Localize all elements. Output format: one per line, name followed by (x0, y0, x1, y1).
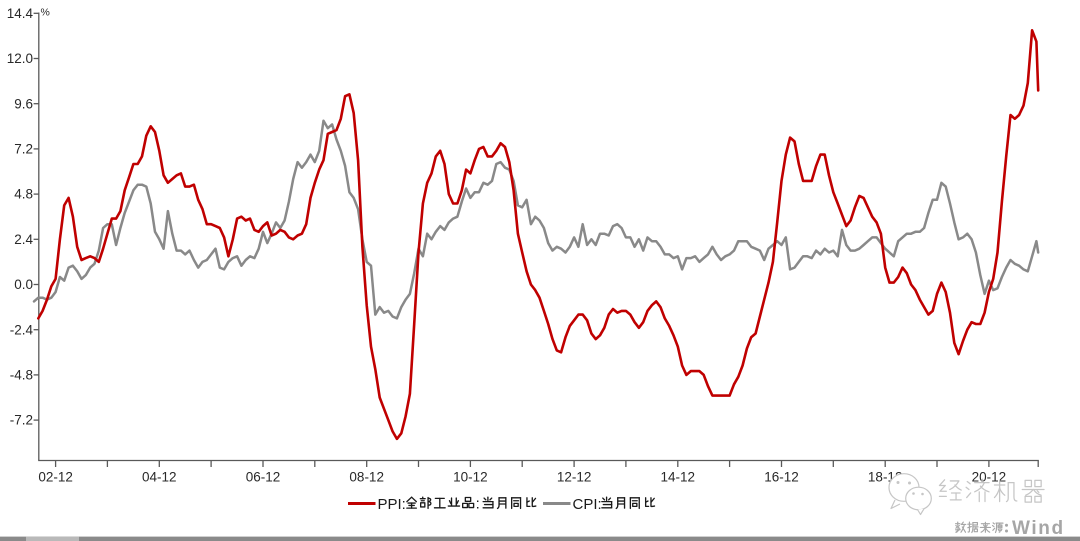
svg-text:4.8: 4.8 (14, 187, 33, 202)
svg-text:12.0: 12.0 (7, 51, 33, 66)
svg-text:06-12: 06-12 (246, 470, 281, 485)
svg-text:02-12: 02-12 (38, 470, 73, 485)
svg-text:%: % (41, 7, 50, 19)
svg-text:2.4: 2.4 (14, 232, 33, 247)
svg-text:12-12: 12-12 (557, 470, 592, 485)
svg-text:CPI:: CPI: (573, 496, 602, 513)
svg-text:14-12: 14-12 (661, 470, 696, 485)
svg-text:20-12: 20-12 (972, 470, 1007, 485)
svg-text:-2.4: -2.4 (10, 322, 34, 337)
svg-text::: : (476, 495, 480, 512)
svg-text:Wind: Wind (1012, 518, 1065, 539)
svg-text:16-12: 16-12 (764, 470, 799, 485)
svg-text:9.6: 9.6 (14, 96, 33, 111)
svg-text:-4.8: -4.8 (10, 368, 33, 383)
svg-text:PPI:: PPI: (378, 496, 406, 513)
svg-text:7.2: 7.2 (14, 142, 33, 157)
svg-text:04-12: 04-12 (142, 470, 177, 485)
svg-text:10-12: 10-12 (453, 470, 488, 485)
svg-text:-7.2: -7.2 (10, 413, 33, 428)
svg-text:08-12: 08-12 (349, 470, 384, 485)
svg-text:0.0: 0.0 (14, 277, 33, 292)
svg-text:14.4: 14.4 (7, 6, 34, 21)
